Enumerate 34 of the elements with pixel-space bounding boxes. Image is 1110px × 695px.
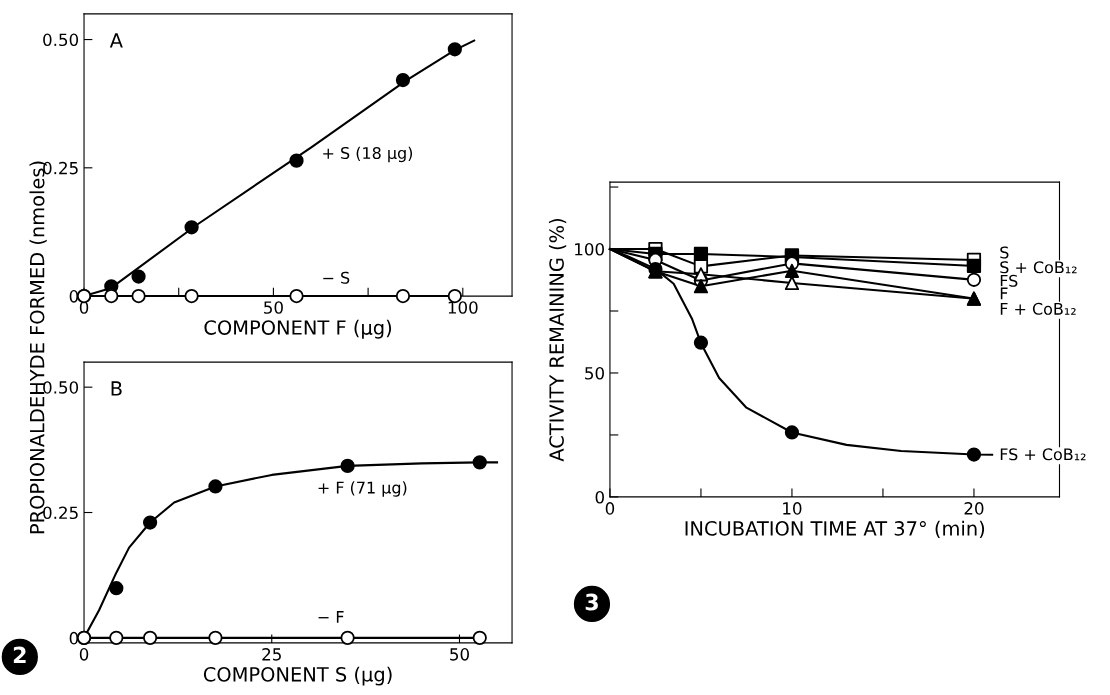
- annotation: S: [1000, 246, 1009, 259]
- text: 3: [585, 593, 598, 611]
- annotation: S + CoB₁₂: [1000, 261, 1077, 274]
- annotation: F + CoB₁₂: [1000, 302, 1076, 315]
- y-tick-label: 100: [575, 242, 604, 256]
- annotation: FS + CoB₁₂: [1000, 448, 1086, 461]
- y-tick-label: 0.50: [43, 33, 79, 47]
- y-tick-label: 50: [585, 366, 604, 380]
- annotation: FS: [1000, 274, 1018, 287]
- y-axis-title: ACTIVITY REMAINING (%): [548, 218, 567, 462]
- x-tick-label: 20: [964, 502, 984, 515]
- annotation: + F (71 μg): [318, 481, 407, 497]
- y-tick-label: 0: [595, 490, 604, 504]
- annotation: − S: [323, 271, 350, 284]
- x-tick-label: 100: [448, 301, 478, 314]
- annotation: F: [1000, 287, 1008, 300]
- y-tick-label: 0: [69, 631, 79, 645]
- annotation: − F: [318, 611, 344, 623]
- x-axis-title: COMPONENT S (μg): [203, 666, 392, 686]
- annotation: + S (18 μg): [323, 146, 413, 163]
- x-tick-label: 10: [783, 502, 802, 515]
- x-tick-label: 25: [262, 648, 281, 661]
- x-axis-title: COMPONENT F (μg): [204, 319, 392, 339]
- x-tick-label: 50: [450, 648, 469, 661]
- text: 2: [13, 646, 26, 664]
- annotation: B: [111, 381, 122, 396]
- y-tick-label: 0: [69, 290, 79, 303]
- x-axis-title: INCUBATION TIME AT 37° (min): [685, 520, 985, 539]
- y-tick-label: 0.50: [43, 381, 79, 394]
- x-tick-label: 0: [79, 648, 89, 661]
- annotation: A: [109, 33, 123, 48]
- y-tick-label: 0.25: [43, 506, 78, 520]
- x-tick-label: 50: [264, 301, 283, 314]
- x-tick-label: 0: [605, 502, 615, 515]
